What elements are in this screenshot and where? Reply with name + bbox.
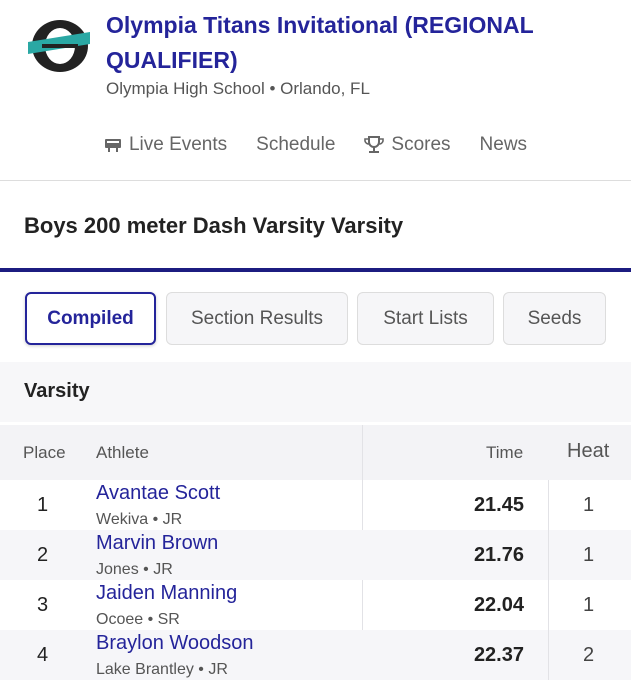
heat: 2: [583, 644, 595, 666]
column-divider: [548, 480, 549, 530]
tab[interactable]: Section Results: [166, 292, 348, 345]
logo[interactable]: [28, 18, 90, 74]
place: 3: [37, 594, 49, 616]
section-band: [0, 362, 631, 422]
athlete-name[interactable]: Marvin Brown: [96, 532, 219, 554]
nav-label: Live Events: [128, 134, 228, 155]
meet-title[interactable]: Olympia Titans Invitational (REGIONAL QU…: [106, 12, 534, 73]
time: 21.45: [473, 494, 524, 516]
nav-label: Schedule: [256, 134, 336, 155]
table-row: 4 Braylon Woodson Lake Brantley • JR 22.37 2: [0, 630, 631, 680]
nav-label: Scores: [391, 134, 451, 155]
divider: [0, 180, 631, 181]
tab[interactable]: Compiled: [25, 292, 156, 345]
heat: 1: [583, 494, 595, 516]
athlete-name[interactable]: Avantae Scott: [96, 482, 221, 504]
nav-item[interactable]: Scores: [364, 134, 451, 156]
nav-item[interactable]: News: [480, 134, 528, 156]
table-row: 2 Marvin Brown Jones • JR 21.76 1: [0, 530, 631, 580]
heat: 1: [583, 544, 595, 566]
event-title: Boys 200 meter Dash Varsity Varsity: [24, 213, 404, 238]
athlete-name[interactable]: Braylon Woodson: [96, 632, 254, 654]
table-row: 3 Jaiden Manning Ocoee • SR 22.04 1: [0, 580, 631, 630]
athlete-team: Lake Brantley • JR: [96, 661, 228, 678]
nav-item[interactable]: Schedule: [256, 134, 335, 156]
place: 1: [37, 494, 49, 516]
athlete-team: Wekiva • JR: [96, 511, 183, 528]
athlete-team: Ocoee • SR: [96, 611, 180, 628]
table-row: 1 Avantae Scott Wekiva • JR 21.45 1: [0, 480, 631, 530]
column-divider: [548, 530, 549, 580]
column-header: Heat: [567, 440, 610, 462]
section-title: Varsity: [24, 380, 90, 402]
tab[interactable]: Seeds: [503, 292, 606, 345]
time: 22.04: [473, 594, 524, 616]
athlete-name[interactable]: Jaiden Manning: [96, 582, 238, 604]
column-divider: [548, 580, 549, 630]
heat: 1: [583, 594, 595, 616]
table-header: [0, 425, 631, 480]
column-header: Athlete: [96, 443, 149, 462]
trophy-icon: [364, 136, 385, 153]
time: 21.76: [473, 544, 524, 566]
column-header: Place: [23, 443, 66, 462]
nav-bar: Live Events Schedule Scores News: [0, 134, 631, 156]
nav-item[interactable]: Live Events: [104, 134, 227, 156]
meet-subtitle: Olympia High School • Orlando, FL: [106, 79, 370, 98]
place: 2: [37, 544, 49, 566]
column-divider: [548, 630, 549, 680]
place: 4: [37, 644, 49, 666]
divider: [0, 268, 631, 272]
nav-label: News: [479, 134, 528, 155]
athlete-team: Jones • JR: [96, 561, 173, 578]
tab[interactable]: Start Lists: [357, 292, 494, 345]
time: 22.37: [473, 644, 524, 666]
column-header: Time: [486, 443, 524, 462]
live-icon: [104, 139, 121, 152]
